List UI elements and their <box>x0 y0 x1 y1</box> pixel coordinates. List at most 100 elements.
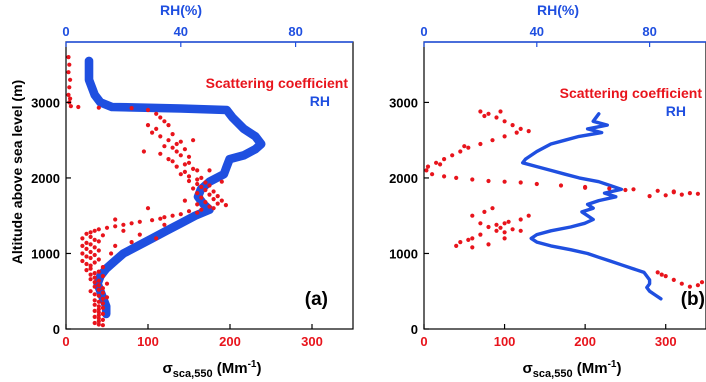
panel-a-scatter-point <box>68 104 73 109</box>
panel-a-scatter-point <box>145 206 151 211</box>
panel-b-scatter-point <box>486 178 491 184</box>
panel-a-scatter-point <box>182 162 187 167</box>
panel-a-scatter-point <box>178 212 183 217</box>
panel-a-scatter-point <box>186 209 192 214</box>
panel-a-scatter-point <box>92 245 97 250</box>
panel-b-scatter-point <box>462 144 467 149</box>
panel-a-scatter-point <box>96 105 101 110</box>
panel-a-scatter-point <box>96 257 101 262</box>
panel-a-scatter-point <box>67 62 72 67</box>
panel-b-scatter-point <box>518 217 523 222</box>
panel-b-scatter-point <box>510 227 515 232</box>
panel-a-scatter-point <box>88 234 93 239</box>
panel-a-scatter-point <box>92 260 97 265</box>
panel-a-scatter-point <box>158 134 163 139</box>
panel-a-scatter-point <box>68 96 73 101</box>
panel-a-scatter-point <box>145 123 151 128</box>
panel-b-scatter-point <box>526 129 531 134</box>
panel-a-x2-tick-label: 0 <box>62 24 69 39</box>
panel-a-scatter-point <box>186 174 192 179</box>
panel-a-scatter-point <box>88 263 93 268</box>
panel-b-scatter-point <box>659 272 664 277</box>
panel-b-marks <box>424 109 705 301</box>
panel-b-x-tick-label: 0 <box>420 334 427 349</box>
panel-b-y-tick-label: 1000 <box>389 246 418 261</box>
panel-b-scatter-point <box>442 157 447 162</box>
panel-b-scatter-point <box>695 191 701 196</box>
y-axis-label: Altitude above sea level (m) <box>9 80 25 264</box>
panel-a-scatter-point <box>100 265 105 270</box>
panel-b-scatter-point <box>687 284 693 289</box>
panel-a-xlabel-close: ) <box>256 360 261 377</box>
panel-a-scatter-point <box>145 107 151 113</box>
panel-b-scatter-point <box>518 126 523 131</box>
panel-a-scatter-point <box>121 228 126 233</box>
panel-b-scatter-point <box>454 243 459 248</box>
panel-a-scatter-point <box>84 246 89 251</box>
panel-a-x-tick-label: 300 <box>301 334 323 349</box>
panel-a-scatter-point <box>84 240 89 245</box>
panel-a-scatter-point <box>129 240 134 245</box>
panel-a-scatter-point <box>215 201 220 206</box>
panel-a-scatter-point <box>104 295 110 300</box>
panel-a-scatter-point <box>154 111 159 116</box>
panel-a-scatter-point <box>96 283 101 288</box>
panel-a-scatter-point <box>170 145 175 150</box>
panel-b-scatter-point <box>502 230 507 235</box>
panel-b-scatter-point <box>494 222 499 227</box>
panel-a-scatter-point <box>92 271 97 276</box>
panel-a-scatter-point <box>203 180 208 185</box>
panel-a-scatter-point <box>104 281 110 286</box>
panel-a-scatter-point <box>211 197 216 202</box>
panel-b-scatter-point <box>679 192 684 197</box>
panel-a-y-tick-label: 0 <box>53 322 60 337</box>
panel-a-scatter-point <box>96 269 101 274</box>
panel-b-scatter-point <box>478 109 483 114</box>
panel-a-scatter-point <box>207 183 212 188</box>
panel-a-scatter-point <box>104 225 110 230</box>
panel-a-scatter-point <box>191 138 196 143</box>
panel-b-scatter-point <box>490 206 495 211</box>
panel-a-legend-scattering: Scattering coefficient <box>206 75 349 91</box>
panel-a-scatter-point <box>88 255 93 261</box>
panel-a-scatter-point <box>195 177 200 182</box>
panel-b-x-tick-label: 200 <box>574 334 596 349</box>
panel-b-scatter-point <box>506 219 511 224</box>
panel-a-scatter-point <box>92 284 97 289</box>
panel-a-scatter-point <box>92 320 97 326</box>
panel-a-xlabel-sigma: σ <box>163 360 173 377</box>
panel-a-scatter-point <box>84 254 89 259</box>
panel-a-scatter-point <box>88 230 93 235</box>
panel-a-scatter-point <box>150 218 155 223</box>
panel-b-label: (b) <box>681 289 705 310</box>
panel-a-scatter-point <box>76 104 81 110</box>
panel-a-scatter-point <box>96 310 101 315</box>
panel-b-scatter-point <box>466 237 471 242</box>
panel-a-label: (a) <box>305 289 328 310</box>
panel-a-scatter-point <box>100 233 105 238</box>
panel-b-scatter-point <box>498 225 503 230</box>
panel-a-scatter-point <box>96 239 101 244</box>
panel-a-scatter-point <box>174 141 179 147</box>
panel-b-top-axis-label: RH(%) <box>537 2 579 18</box>
panel-a-scatter-point <box>109 251 114 256</box>
panel-a-x2-tick-label: 40 <box>174 24 188 39</box>
panel-a-scatter-point <box>186 160 192 165</box>
panel-a-scatter-point <box>92 280 97 285</box>
panel-a-scatter-point <box>113 224 118 229</box>
panel-a-scatter-point <box>88 272 93 277</box>
panel-a-scatter-point <box>211 206 216 211</box>
panel-b-xlabel-sub: sca,550 <box>533 368 573 380</box>
panel-a-scatter-point <box>199 184 204 190</box>
panel-b-scatter-point <box>502 134 507 139</box>
panel-b-scatter-point <box>502 179 507 184</box>
panel-a-scatter-point <box>96 278 101 283</box>
panel-a-scatter-point <box>92 298 97 303</box>
panel-a-scatter-point <box>100 323 105 328</box>
panel-b-scatter-point <box>655 270 660 275</box>
panel-a-scatter-point <box>191 186 196 191</box>
panel-b-scatter-point <box>490 138 495 143</box>
panel-a-scatter-point <box>113 217 118 222</box>
panel-b-scatter-point <box>534 181 539 187</box>
